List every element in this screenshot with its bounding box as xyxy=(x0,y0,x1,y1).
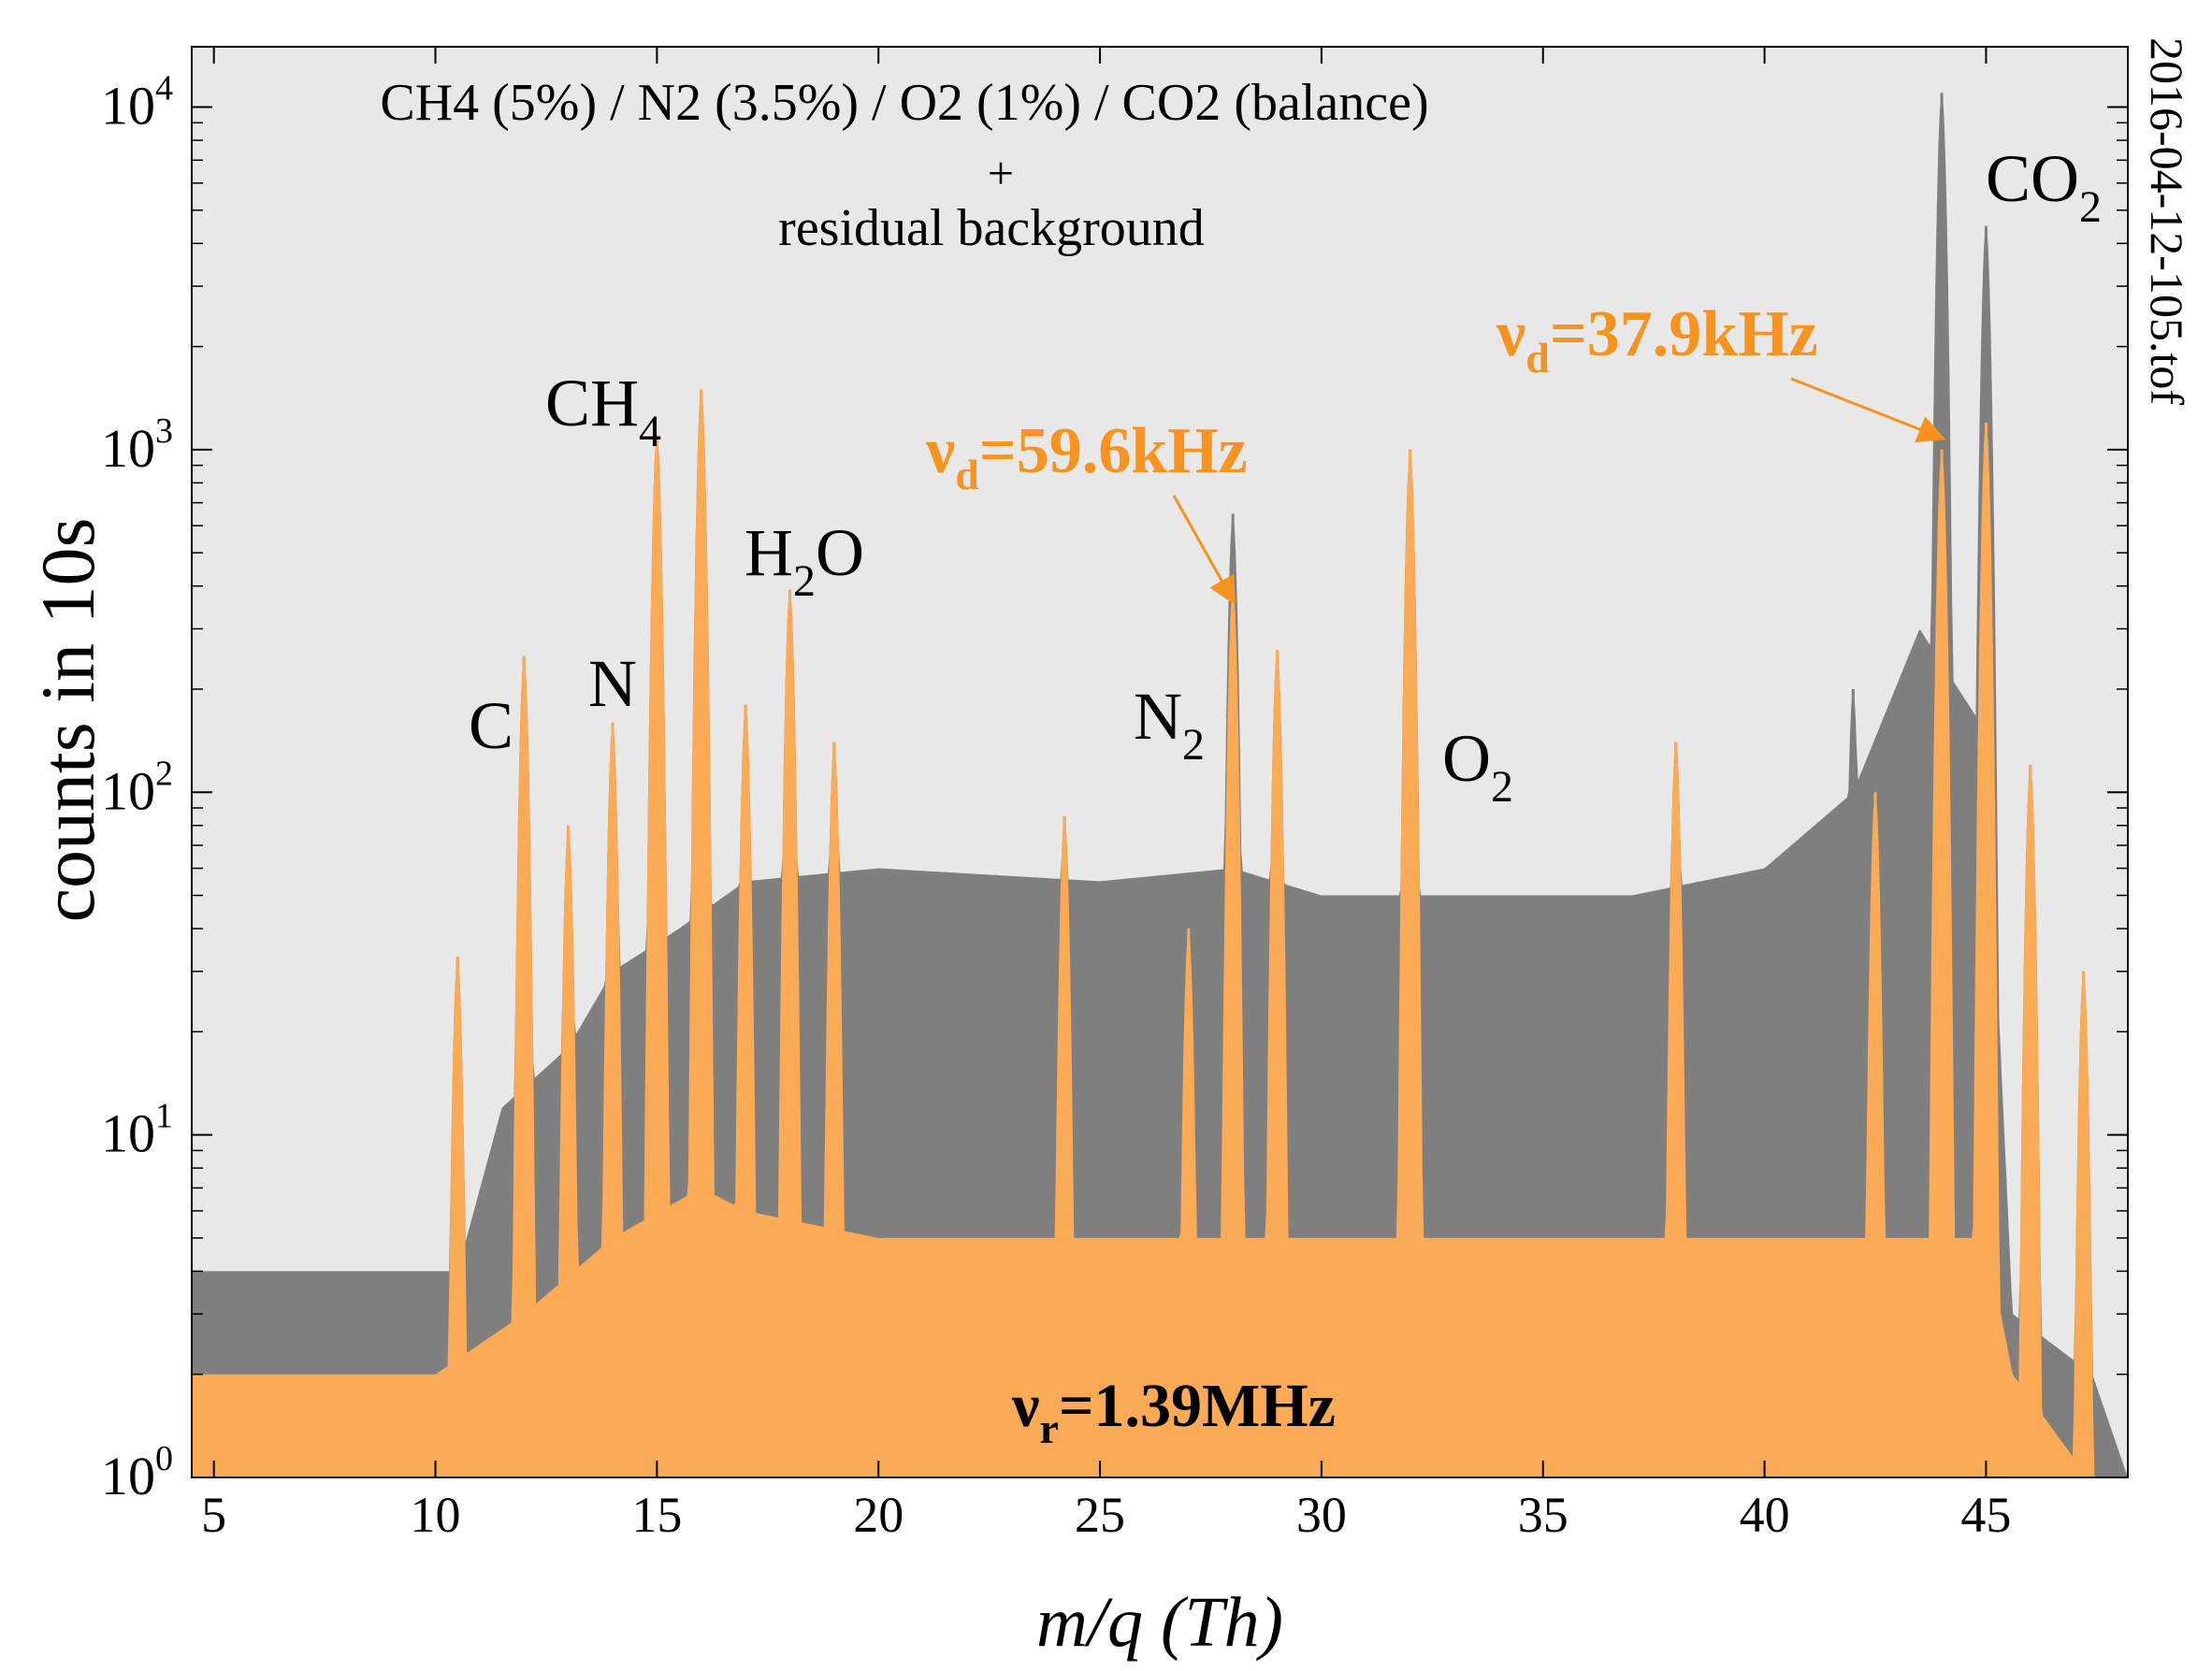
x-tick-label-8: 40 xyxy=(1740,1487,1790,1543)
species-label-2: N xyxy=(588,646,637,721)
ticks-layer: 5 10 15 20 25 30 35 40 45 100 101 102 103 104 xyxy=(101,47,2128,1543)
annotation-1: νd=59.6kHz xyxy=(925,415,1248,498)
y-tick-label-2: 101 xyxy=(101,1097,173,1164)
x-tick-label-4: 20 xyxy=(853,1487,904,1543)
title-line1: CH4 (5%) / N2 (3.5%) / O2 (1%) / CO2 (ba… xyxy=(380,74,1428,132)
species-label-6: O2 xyxy=(1442,721,1513,812)
series-layer xyxy=(192,93,2128,1478)
x-tick-label-6: 30 xyxy=(1296,1487,1347,1543)
title-line2: residual background xyxy=(778,199,1205,257)
species-label-3: CH4 xyxy=(545,366,661,456)
series-area-1 xyxy=(192,94,2128,1477)
annotation-arrow-1 xyxy=(1172,495,1236,606)
species-label-5: N2 xyxy=(1134,679,1205,770)
y-tick-label-1: 100 xyxy=(101,1439,173,1506)
y-tick-label-5: 104 xyxy=(101,69,173,137)
y-axis-label: counts in 10s xyxy=(25,518,110,923)
species-label-4: H2O xyxy=(745,515,864,606)
x-tick-label-3: 15 xyxy=(631,1487,682,1543)
series-area-2 xyxy=(192,391,2128,1478)
x-tick-label-2: 10 xyxy=(411,1487,461,1543)
species-label-1: C xyxy=(469,688,513,763)
x-tick-label-7: 35 xyxy=(1518,1487,1569,1543)
annotation-2: νd=37.9kHz xyxy=(1496,298,1818,382)
plot-frame xyxy=(191,46,2129,1478)
title-plus: + xyxy=(988,147,1014,199)
labels-layer: CN CH4 H2O N2 O2 CO2 νd=59.6kHz νd=37.9kHz νr=1.… xyxy=(469,141,2102,1452)
y-tick-label-3: 102 xyxy=(101,754,173,821)
x-tick-label-5: 25 xyxy=(1075,1487,1125,1543)
file-label: 2016-04-12-105.tof xyxy=(2141,37,2193,405)
x-tick-label-1: 5 xyxy=(201,1487,226,1543)
species-label-7: CO2 xyxy=(1986,141,2102,232)
annotation-arrow-2 xyxy=(1790,377,1946,443)
y-tick-label-4: 103 xyxy=(101,411,173,479)
x-axis-label: m/q (Th) xyxy=(1036,1583,1283,1662)
x-tick-label-9: 45 xyxy=(1960,1487,2011,1543)
annotation-3: νr=1.39MHz xyxy=(1011,1372,1336,1452)
